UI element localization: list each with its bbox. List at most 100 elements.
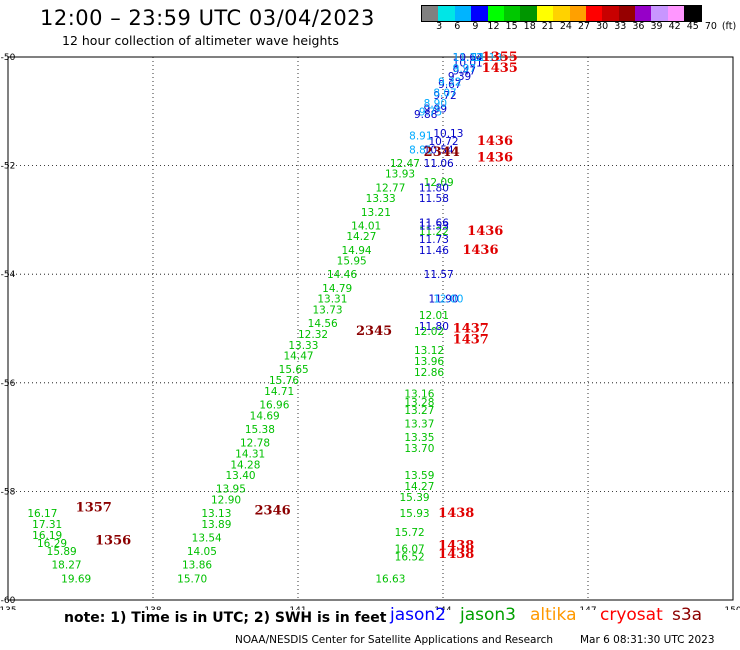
colorbar-swatch [520, 6, 537, 21]
wave-height-label: 14.27 [404, 481, 434, 493]
wave-height-label: 14.28 [230, 459, 260, 471]
colorbar-swatch [569, 6, 586, 21]
x-tick-label: 144 [434, 606, 451, 610]
colorbar [421, 5, 702, 22]
wave-height-label: 12.00 [433, 294, 463, 306]
wave-height-label: 9.32 [438, 76, 461, 88]
time-label: 1437 [453, 322, 489, 337]
wave-height-label: 13.40 [226, 470, 256, 482]
wave-height-label: 14.47 [284, 351, 314, 363]
wave-height-label: 12.32 [298, 329, 328, 341]
wave-height-label: 15.76 [269, 375, 299, 387]
wave-height-label: 11.06 [424, 158, 454, 170]
colorbar-tick-label: 3 [436, 21, 443, 32]
wave-height-label: 13.70 [404, 443, 434, 455]
wave-height-label: 10.54 [424, 144, 454, 156]
wave-height-label: 12.02 [414, 326, 444, 338]
wave-height-label: 13.73 [313, 304, 343, 316]
wave-height-label: 13.31 [317, 294, 347, 306]
colorbar-tick-label: 42 [668, 21, 681, 32]
colorbar-tick-label: 36 [632, 21, 645, 32]
time-label: 1438 [438, 547, 474, 562]
wave-height-label: 11.90 [429, 294, 459, 306]
wave-height-label: 12.78 [240, 438, 270, 450]
x-tick-label: 138 [144, 606, 161, 610]
wave-height-label: 12.77 [375, 182, 405, 194]
wave-height-label: 16.63 [375, 573, 405, 585]
wave-height-label: 14.56 [308, 318, 338, 330]
wave-height-label: 17.31 [32, 519, 62, 531]
credit-line: NOAA/NESDIS Center for Satellite Applica… [235, 634, 553, 646]
colorbar-swatch [635, 6, 652, 21]
wave-height-label: 11.58 [419, 193, 449, 205]
wave-height-chart: 135 138 141 144 147 150 -50 -52 -54 -56 -58 -60 16.1… [0, 50, 740, 610]
wave-height-label: 10.01 [453, 57, 483, 69]
wave-height-label: 15.89 [47, 546, 77, 558]
wave-height-label: 11.46 [419, 245, 449, 257]
wave-height-label: 9.47 [453, 66, 476, 78]
wave-height-label: 9.75 [419, 106, 442, 118]
footer-note: note: 1) Time is in UTC; 2) SWH is in fe… [64, 610, 387, 626]
legend-item-altika: altika [530, 605, 577, 625]
wave-height-label: 13.95 [216, 484, 246, 496]
colorbar-swatch [487, 6, 504, 21]
wave-height-label: 13.21 [361, 207, 391, 219]
colorbar-swatch [553, 6, 570, 21]
wave-height-label: 14.31 [235, 448, 265, 460]
time-label: 1436 [477, 134, 513, 149]
colorbar-tick-label: 6 [454, 21, 461, 32]
chart-subtitle: 12 hour collection of altimeter wave hei… [62, 33, 339, 48]
colorbar-swatch [454, 6, 472, 21]
wave-height-label: 9.97 [453, 63, 476, 75]
wave-height-label: 8.91 [409, 131, 432, 143]
colorbar-tick-label: 33 [614, 21, 627, 32]
wave-height-label: 12.47 [390, 158, 420, 170]
time-label: 2345 [356, 324, 392, 339]
wave-height-label: 9.67 [438, 79, 461, 91]
wave-height-label: 12.09 [424, 177, 454, 189]
wave-height-label: 13.33 [366, 193, 396, 205]
time-label: 1357 [76, 501, 112, 516]
colorbar-tick-label: 39 [650, 21, 663, 32]
wave-height-label: 13.28 [404, 397, 434, 409]
wave-height-label: 15.65 [279, 364, 309, 376]
time-label: 1438 [438, 506, 474, 521]
wave-height-label: 11.80 [419, 182, 449, 194]
wave-height-label: 10.72 [429, 136, 459, 148]
wave-height-label: 15.38 [245, 424, 275, 436]
wave-height-label: 8.07 [433, 87, 456, 99]
colorbar-tick-label: 70 [704, 21, 717, 32]
colorbar-swatch [585, 6, 603, 21]
y-tick-label: -58 [1, 487, 16, 497]
time-label: 1436 [462, 243, 498, 258]
wave-height-label: 14.69 [250, 410, 280, 422]
colorbar-tick-label: 45 [686, 21, 699, 32]
colorbar-tick-label: 24 [559, 21, 572, 32]
wave-height-label: 12.90 [211, 495, 241, 507]
x-tick-label: 141 [289, 606, 306, 610]
wave-height-label: 13.27 [404, 405, 434, 417]
time-label: 1436 [467, 224, 503, 239]
wave-height-label: 11.80 [419, 321, 449, 333]
wave-height-label: 14.94 [342, 245, 372, 257]
time-label: 1356 [95, 533, 131, 548]
time-label: 2344 [424, 145, 460, 160]
colorbar-swatch [651, 6, 668, 21]
colorbar-swatch [618, 6, 636, 21]
page-title: 12:00 – 23:59 UTC 03/04/2023 [40, 6, 375, 30]
wave-height-label: 16.19 [32, 530, 62, 542]
wave-height-label: 13.86 [182, 560, 212, 572]
colorbar-tick-label: (ft) [721, 21, 737, 32]
wave-height-label: 12.01 [419, 310, 449, 322]
time-label: 1355 [482, 50, 518, 65]
colorbar-swatch [536, 6, 554, 21]
wave-height-label: 16.17 [27, 508, 57, 520]
legend-item-jason3: jason3 [460, 605, 516, 625]
wave-height-label: 14.01 [351, 220, 381, 232]
legend-item-cryosat: cryosat [600, 605, 663, 625]
wave-height-label: 11.57 [424, 269, 454, 281]
wave-height-label: 9.39 [448, 71, 471, 83]
y-tick-label: -52 [1, 162, 16, 172]
y-tick-label: -50 [1, 53, 16, 63]
wave-height-label: 12.86 [414, 367, 444, 379]
